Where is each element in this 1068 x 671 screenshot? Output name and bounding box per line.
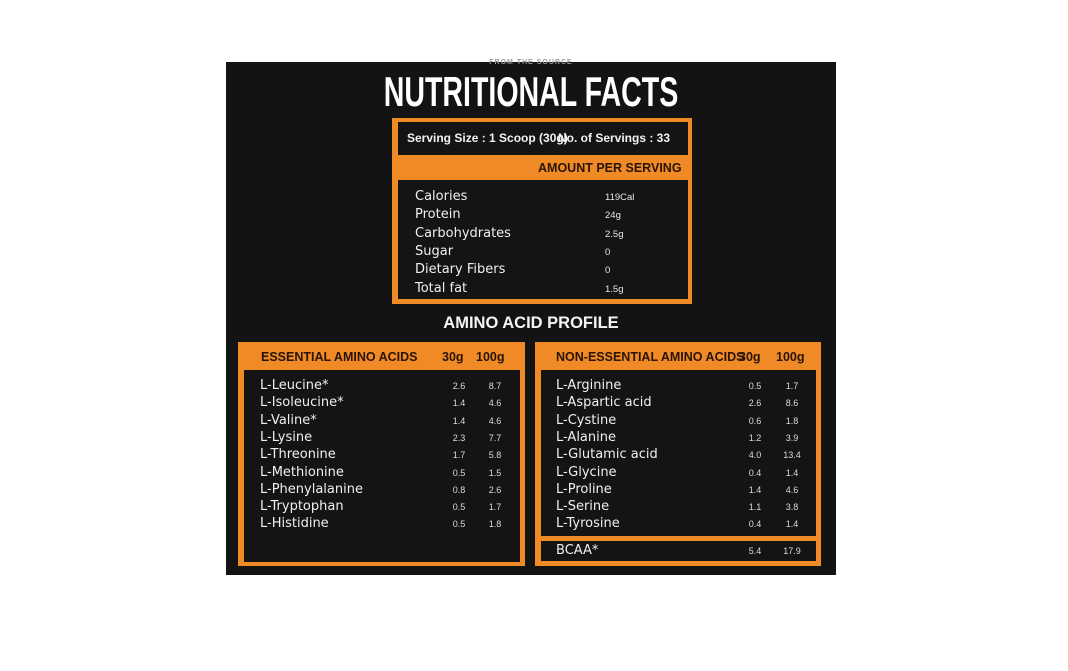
bcaa-row [541,541,816,561]
amino-30g: 1.7 [452,450,466,461]
amino-name: L-Phenylalanine [260,481,363,497]
nutrient-value: 0 [605,265,611,277]
amino-name: L-Alanine [556,429,616,445]
nutrient-value: 2.5g [605,228,624,240]
amino-30g: 1.4 [748,484,762,495]
amino-name: L-Tryptophan [260,499,344,515]
amino-30g: 2.6 [452,381,466,391]
amino-100g: 5.8 [488,450,502,461]
brand-tagline: FROM THE SOURCE [489,59,573,66]
page-title: NUTRITIONAL FACTS [383,68,679,115]
nutrient-name: Dietary Fibers [415,262,506,278]
amino-100g: 2.6 [488,484,502,495]
amino-100g: 1.7 [785,381,799,391]
amino-30g: 1.2 [748,432,762,443]
amino-30g: 0.5 [452,519,466,530]
amino-name: L-Glutamic acid [556,447,658,463]
amino-30g: 1.4 [452,398,466,409]
amino-name: L-Aspartic acid [556,395,652,411]
amino-name: L-Cystine [556,412,617,428]
nutrient-name: Protein [415,207,461,223]
amino-30g: 2.3 [452,432,466,443]
nutrient-value: 24g [605,210,621,222]
nutrition-label: FROM THE SOURCE NUTRITIONAL FACTS Servin… [226,59,836,575]
amino-100g: 1.7 [488,502,502,513]
amino-100g: 8.7 [488,381,502,391]
amino-100g: 4.6 [785,484,799,495]
serving-size: Serving Size : 1 Scoop (30g) [407,131,568,145]
bcaa-30g: 5.4 [748,546,762,556]
amino-100g: 4.6 [488,415,502,426]
amino-100g: 1.8 [785,415,799,426]
amino-name: L-Methionine [260,464,344,480]
amino-acid-profile-title: AMINO ACID PROFILE [443,314,619,332]
amino-30g: 0.6 [748,415,762,426]
amino-name: L-Lysine [260,429,313,445]
amino-100g: 3.8 [785,502,799,513]
amino-100g: 13.4 [783,450,801,461]
amino-30g: 2.6 [748,398,762,409]
amino-30g: 0.8 [452,484,466,495]
serving-row [398,122,688,155]
amino-100g: 1.5 [488,467,502,478]
amino-30g: 0.4 [748,467,762,478]
amino-100g: 1.4 [785,519,799,530]
amino-name: L-Threonine [260,447,336,463]
amino-name: L-Leucine* [260,378,329,393]
amino-name: L-Serine [556,499,610,515]
amino-name: L-Arginine [556,378,622,393]
nutrient-name: Carbohydrates [415,225,511,241]
amino-30g: 1.4 [452,415,466,426]
essential-col-100g: 100g [476,350,505,364]
amino-30g: 4.0 [748,450,762,461]
amino-name: L-Glycine [556,464,617,480]
amino-name: L-Proline [556,481,612,497]
bcaa-name: BCAA* [556,543,599,558]
essential-header: ESSENTIAL AMINO ACIDS [261,350,418,364]
nutrient-value: 1.5g [605,283,624,295]
amino-name: L-Tyrosine [556,516,620,532]
amount-per-serving-header: AMOUNT PER SERVING [538,161,682,175]
amino-100g: 1.4 [785,467,799,478]
nutrient-name: Total fat [415,280,468,296]
amino-name: L-Isoleucine* [260,395,344,411]
non-essential-col-30g: 30g [739,350,761,364]
nutrient-name: Sugar [415,243,454,259]
non-essential-col-100g: 100g [776,350,805,364]
amino-100g: 7.7 [488,432,502,443]
bcaa-100g: 17.9 [783,546,801,556]
amino-100g: 3.9 [785,432,799,443]
amino-30g: 0.5 [452,467,466,478]
amino-name: L-Histidine [260,516,329,532]
amino-30g: 0.4 [748,519,762,530]
amino-100g: 8.6 [785,398,799,409]
non-essential-panel [541,370,816,536]
amino-name: L-Valine* [260,412,317,428]
essential-panel [244,370,520,562]
nutrients-panel [398,180,688,299]
amino-100g: 1.8 [488,519,502,530]
essential-col-30g: 30g [442,350,464,364]
servings-count: No. of Servings : 33 [558,131,671,145]
amino-100g: 4.6 [488,398,502,409]
amino-30g: 0.5 [452,502,466,513]
amino-30g: 0.5 [748,381,762,391]
non-essential-header: NON-ESSENTIAL AMINO ACIDS [556,350,745,364]
amino-30g: 1.1 [748,502,762,513]
nutrient-value: 119Cal [605,192,635,203]
nutrient-value: 0 [605,246,611,258]
nutrient-name: Calories [415,189,468,204]
